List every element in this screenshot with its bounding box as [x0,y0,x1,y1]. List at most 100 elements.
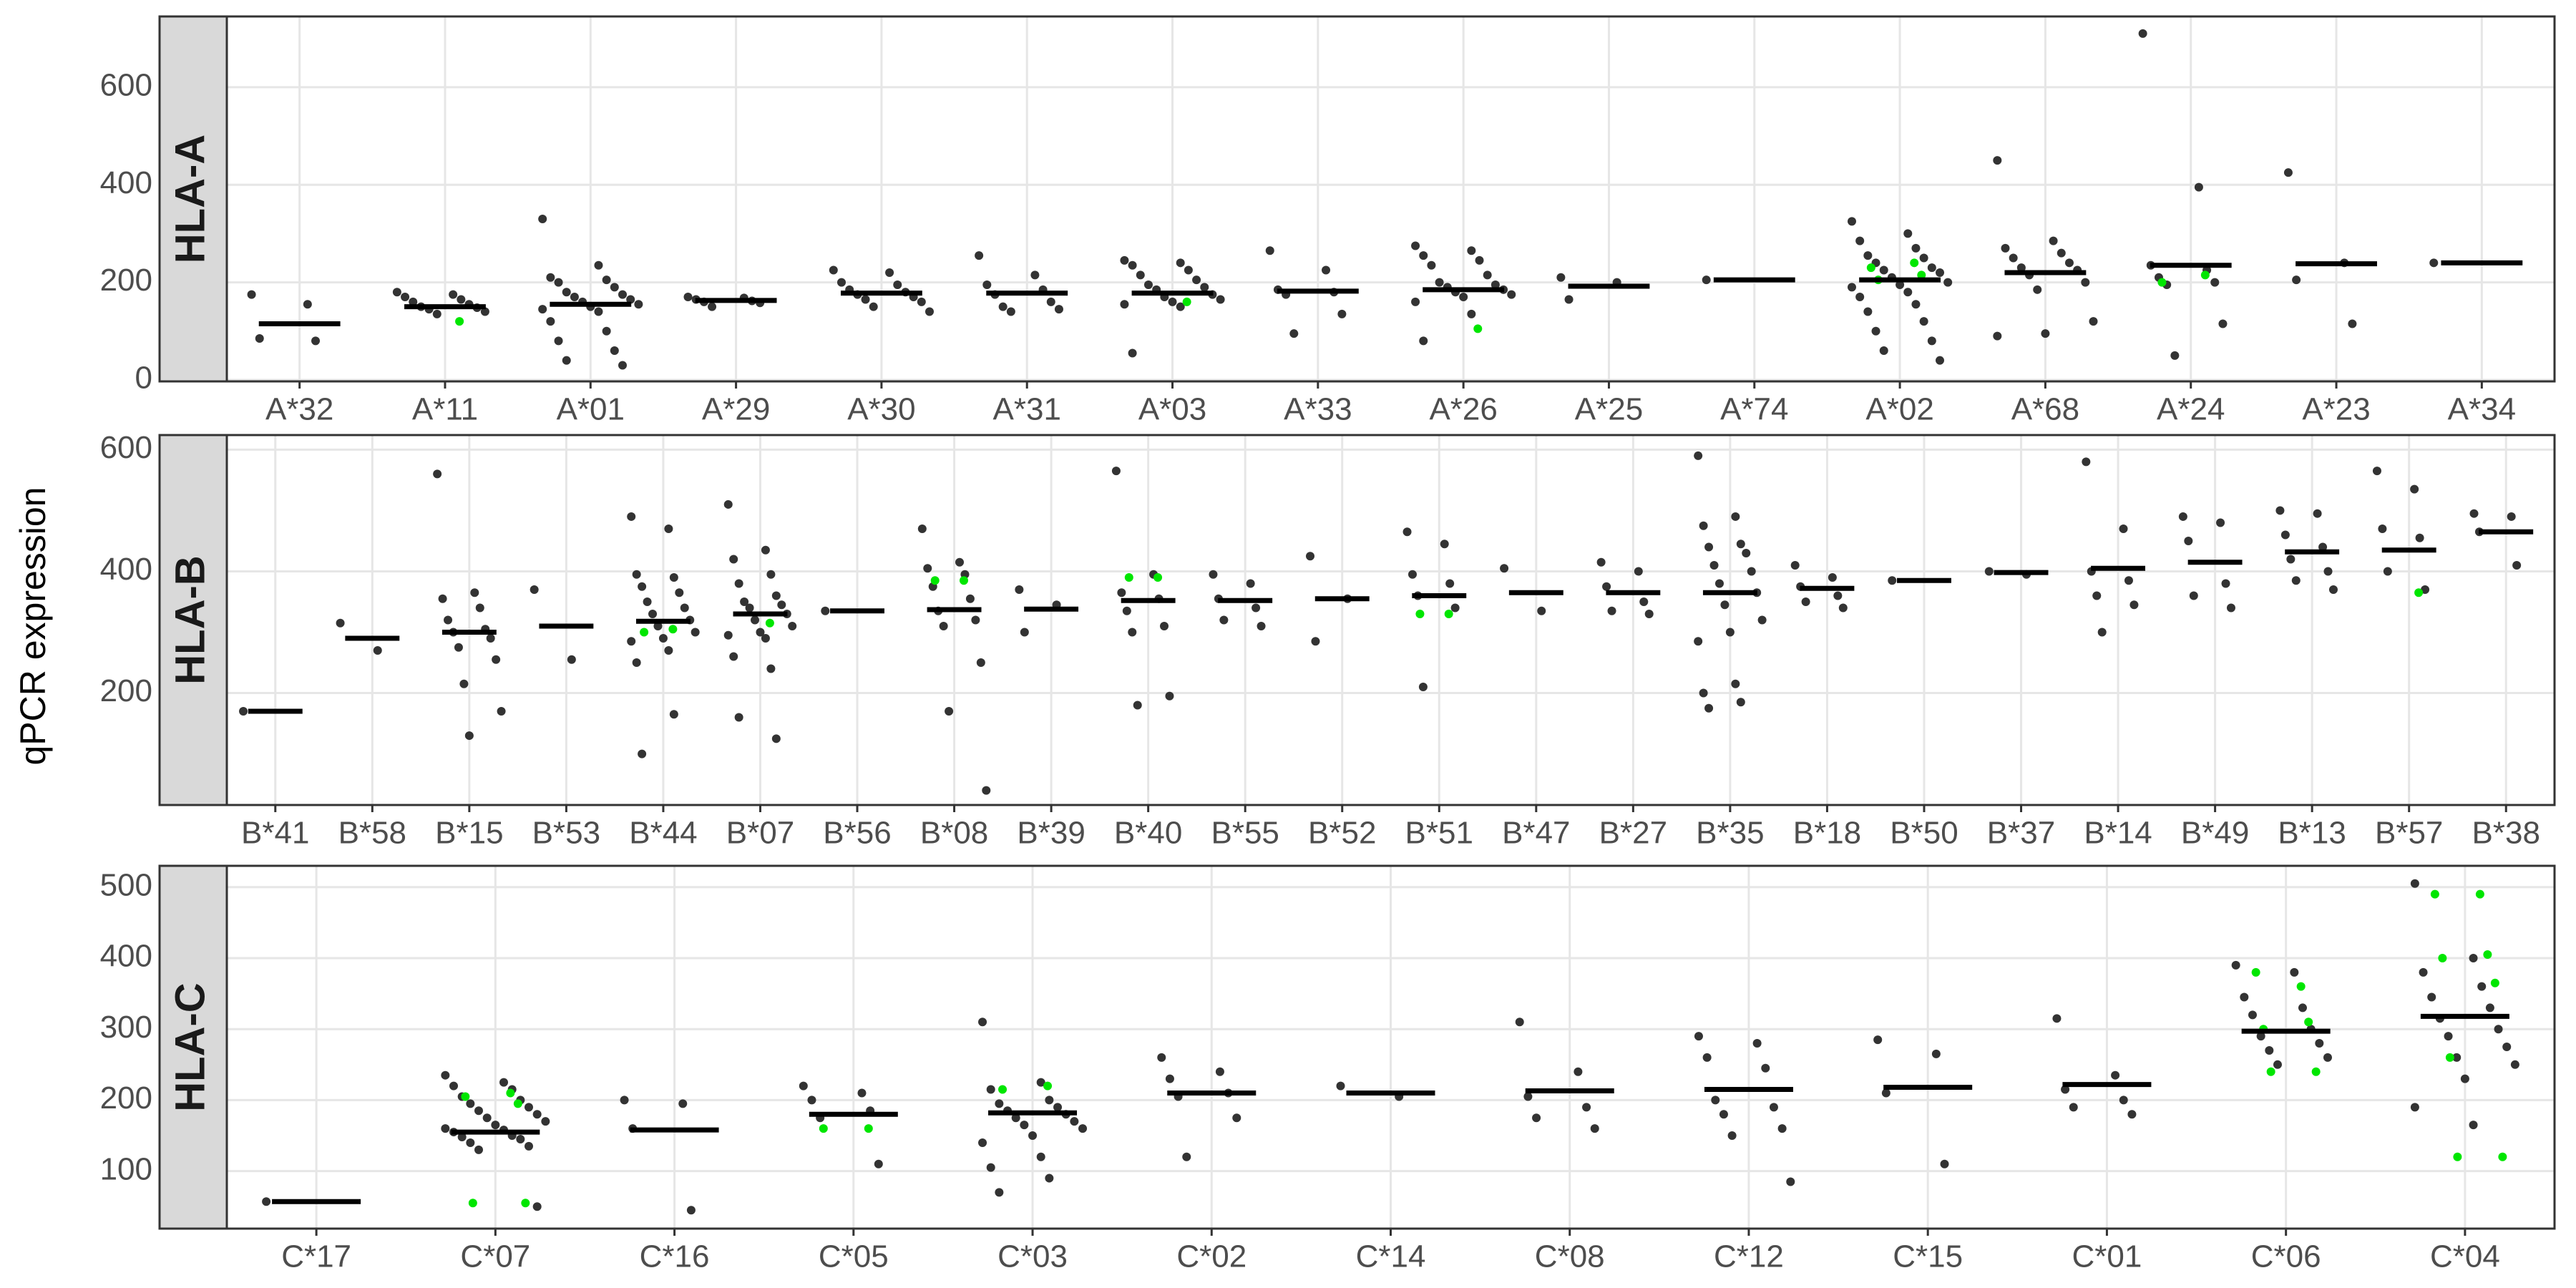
panel: 0 200 400 600 A*32 A*11 A*01 A*29 A*30 A*31 A*03 A*… [100,15,2556,427]
data-point [459,679,469,688]
data-point [771,734,781,743]
data-point [2323,567,2333,576]
data-point [2429,258,2439,268]
x-tick-label: C*02 [1176,1239,1246,1274]
data-point [2041,329,2050,338]
data-point [480,307,489,316]
data-point [664,524,673,533]
data-point [1322,265,1331,275]
data-point [336,618,345,628]
data-point [1467,309,1476,318]
data-point [2049,236,2058,245]
data-point [1232,1113,1241,1123]
data-point [1903,288,1913,297]
data-point [734,713,743,722]
data-point [1418,683,1428,692]
data-point [829,265,838,275]
highlight-point [2498,1152,2507,1161]
y-tick-label: 400 [100,165,152,200]
x-tick-label: B*08 [920,816,988,851]
data-point [1467,246,1476,255]
data-point [1045,1096,1054,1105]
data-point [643,597,652,606]
data-point [1582,1103,1591,1112]
data-point [1117,588,1126,597]
data-point [2378,524,2387,533]
data-point [554,336,563,346]
data-point [2280,530,2290,540]
x-tick-label: A*32 [265,392,333,427]
data-point [474,1106,484,1116]
data-point [1265,246,1274,255]
data-point [2348,319,2357,328]
data-point [1440,540,1449,549]
data-point [1491,280,1500,289]
data-point [2477,982,2487,991]
data-point [675,588,684,597]
data-point [1523,1092,1533,1101]
data-point [2124,576,2133,585]
data-point [2061,1085,2070,1094]
panel: 200 400 600 B*41 B*58 B*15 B*53 B*44 B*07 B*56 B*0… [100,430,2556,851]
data-point [658,634,668,643]
data-point [1736,698,1745,707]
data-point [751,615,760,625]
data-point [482,1113,492,1123]
data-point [1879,265,1888,275]
facet-label: HLA-B [167,555,213,684]
x-tick-label: C*08 [1535,1239,1605,1274]
data-point [638,582,647,591]
data-point [2064,258,2074,268]
data-point [766,570,776,579]
data-point [995,1099,1004,1108]
data-point [1936,268,1945,277]
data-point [239,707,248,716]
data-point [1828,572,1837,582]
x-tick-label: A*25 [1575,392,1643,427]
data-point [1445,579,1455,588]
facet-label: HLA-C [167,982,213,1111]
x-tick-label: C*12 [1714,1239,1784,1274]
data-point [1483,270,1492,280]
data-point [2444,1032,2453,1041]
data-point [1165,1074,1174,1083]
x-tick-label: A*11 [412,392,478,427]
data-point [874,1159,883,1169]
data-point [525,1103,534,1112]
data-point [885,268,894,277]
data-point [2226,603,2235,613]
data-point [2328,585,2338,594]
data-point [729,652,738,661]
data-point [1192,275,1201,285]
data-point [247,290,256,299]
data-point [2291,576,2301,585]
data-point [2383,567,2392,576]
data-point [1564,295,1574,304]
data-point [401,293,410,302]
data-point [444,615,453,625]
data-point [562,288,571,297]
data-point [466,1099,475,1108]
x-tick-label: B*58 [338,816,406,851]
data-point [861,295,870,304]
data-point [567,655,576,664]
data-point [1556,273,1566,282]
data-point [1911,243,1921,253]
highlight-point [468,1199,477,1208]
data-point [2313,509,2322,518]
x-tick-label: C*04 [2430,1239,2500,1274]
data-point [771,591,781,600]
x-tick-label: B*56 [823,816,891,851]
data-point [525,1141,534,1151]
data-point [1020,1121,1029,1130]
data-point [2089,317,2098,326]
data-point [1634,567,1643,576]
data-point [532,1110,542,1119]
data-point [2452,1053,2462,1062]
data-point [1160,622,1169,631]
data-point [470,588,479,597]
data-point [1694,451,1703,460]
x-tick-label: B*15 [435,816,503,851]
data-point [1046,297,1055,306]
